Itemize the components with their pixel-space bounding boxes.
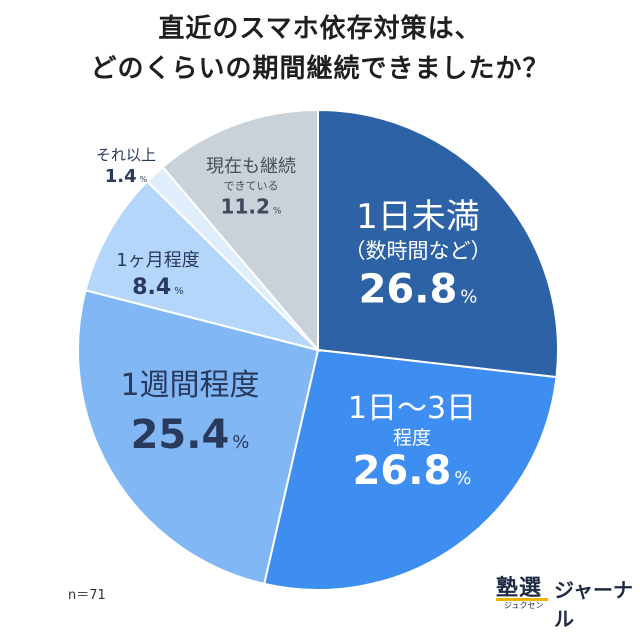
logo-main-text: 塾選 (496, 576, 543, 601)
slice-label-text: 現在も継続 (206, 156, 296, 177)
brand-logo: 塾選 ジュクセン ジャーナル (496, 570, 636, 631)
slice-label-2: 1週間程度 25.4% (120, 368, 259, 458)
slice-label-text: 程度 (393, 427, 431, 449)
pie-slice-5 (161, 108, 319, 353)
slice-label-text: 1週間程度 (120, 368, 259, 403)
slice-label-3: 1ヶ月程度 8.4% (116, 250, 199, 300)
slice-value: 25.4% (131, 412, 250, 458)
slice-value: 1.4% (105, 166, 148, 187)
slice-label-text: できている (224, 179, 279, 192)
slice-value: 26.8% (359, 266, 478, 312)
slice-value: 8.4% (132, 275, 184, 300)
logo-journal-text: ジャーナル (554, 578, 633, 631)
slice-label-text: 1日～3日 (348, 391, 476, 426)
pie-slice-1 (262, 348, 558, 591)
slice-label-text: それ以上 (96, 146, 156, 164)
pie-slice-0 (317, 108, 559, 379)
slice-label-text: 1日未満 (356, 197, 480, 237)
slice-value: 26.8% (353, 448, 472, 494)
slice-label-0: 1日未満（数時間など） 26.8% (345, 197, 492, 312)
logo-underline (496, 598, 548, 601)
chart-title-line1: 直近のスマホ依存対策は、 (158, 14, 482, 44)
slice-value: 11.2% (221, 195, 282, 219)
pie-slice-3 (84, 179, 322, 352)
pie-slice-2 (77, 289, 320, 586)
chart-title-line2: どのくらいの期間継続できましたか？ (90, 54, 550, 84)
sample-size-label: n＝71 (68, 588, 106, 603)
slice-label-text: （数時間など） (345, 239, 492, 263)
slice-label-4: それ以上 1.4% (96, 146, 156, 187)
logo-sub-text: ジュクセン (504, 601, 544, 610)
slice-label-text: 1ヶ月程度 (116, 250, 199, 271)
